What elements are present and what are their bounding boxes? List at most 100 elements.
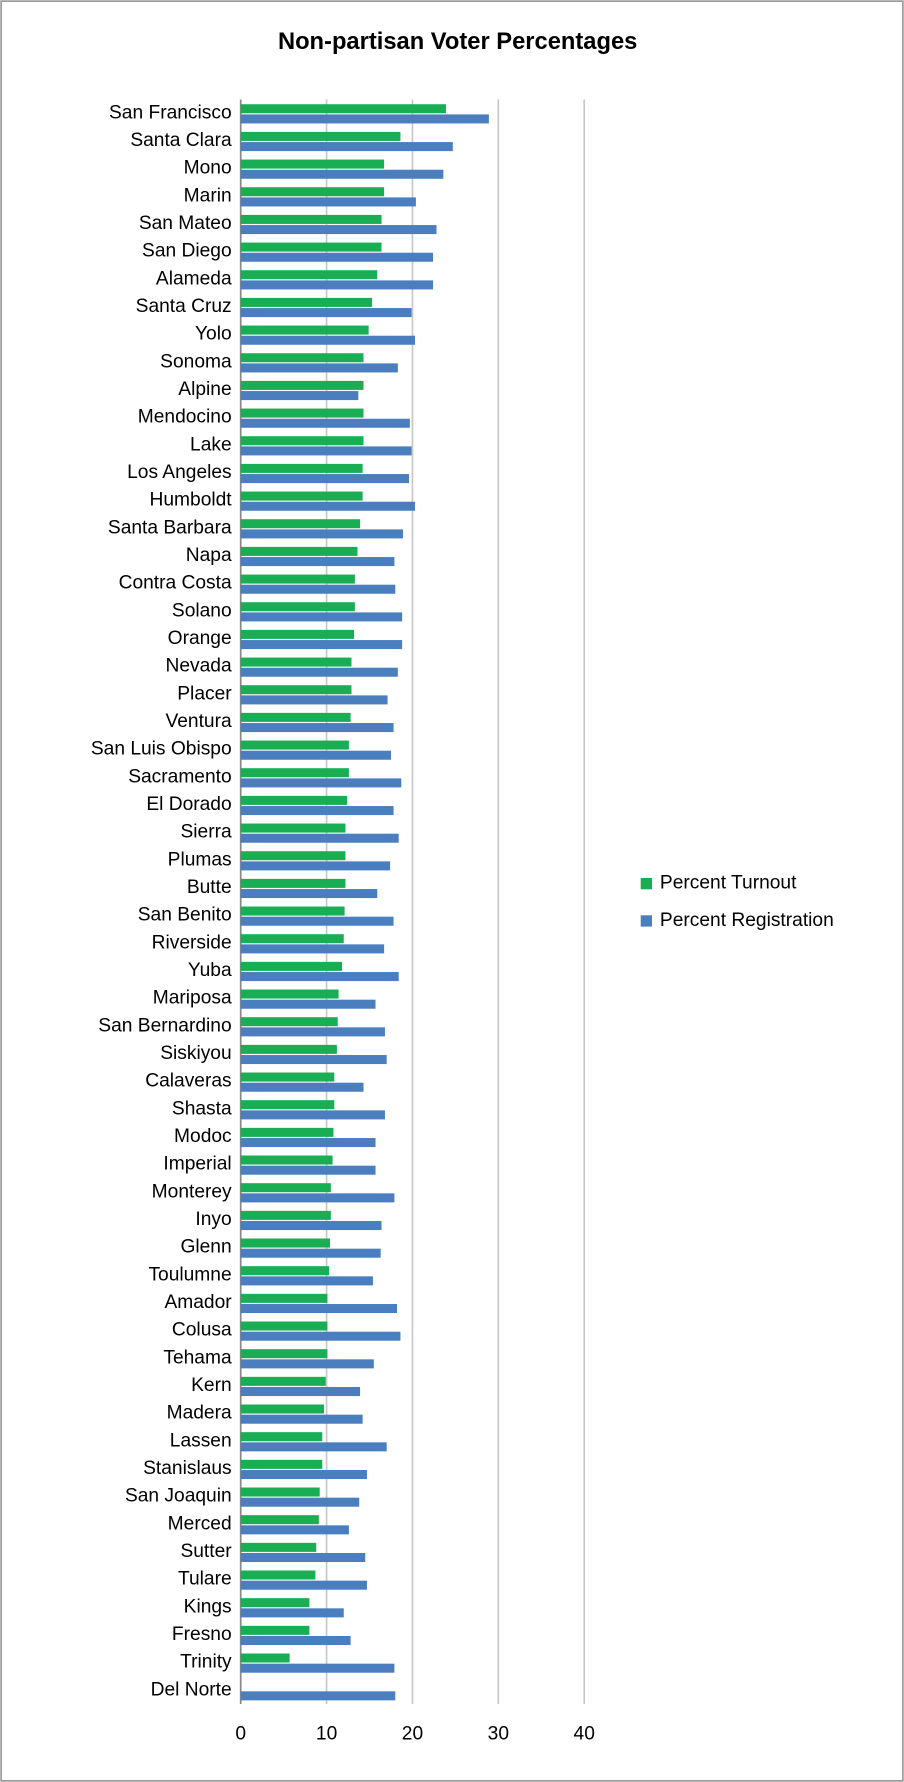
bar xyxy=(240,1414,363,1424)
y-tick-label: San Mateo xyxy=(139,213,232,234)
x-tick-label: 10 xyxy=(316,1724,337,1745)
y-tick-label: Santa Clara xyxy=(130,130,232,151)
bar xyxy=(240,1359,374,1369)
bar xyxy=(240,1691,396,1701)
bar xyxy=(240,1017,338,1027)
bar xyxy=(240,1276,373,1286)
bar xyxy=(240,131,401,141)
bar xyxy=(240,889,378,899)
bar xyxy=(240,353,364,363)
y-tick-label: Inyo xyxy=(195,1209,231,1230)
bar xyxy=(240,491,363,501)
bar xyxy=(240,1432,323,1442)
y-tick-label: Humboldt xyxy=(150,490,233,511)
y-tick-label: Calaveras xyxy=(145,1071,231,1092)
y-tick-label: Placer xyxy=(177,683,232,704)
bar xyxy=(240,878,346,888)
y-tick-label: Trinity xyxy=(180,1652,232,1673)
bar xyxy=(240,584,396,594)
y-tick-label: Napa xyxy=(186,545,232,566)
bar xyxy=(240,408,364,418)
bar xyxy=(240,833,399,843)
x-tick-label: 30 xyxy=(488,1724,509,1745)
y-tick-label: Lassen xyxy=(170,1430,232,1451)
bar xyxy=(240,1238,331,1248)
x-tick-label: 0 xyxy=(235,1724,246,1745)
bar xyxy=(240,778,402,788)
bar xyxy=(240,1082,364,1092)
y-tick-label: Yolo xyxy=(195,324,232,345)
y-tick-label: Madera xyxy=(167,1403,232,1424)
bar xyxy=(240,297,373,307)
y-tick-label: Solano xyxy=(172,600,232,621)
bar xyxy=(240,944,385,954)
y-tick-label: Stanislaus xyxy=(143,1458,232,1479)
bar xyxy=(240,197,416,207)
bar xyxy=(240,1459,323,1469)
y-tick-label: Los Angeles xyxy=(127,462,232,483)
bar xyxy=(240,1470,367,1480)
bar xyxy=(240,723,394,733)
legend-swatch xyxy=(640,915,653,927)
bar xyxy=(240,270,378,280)
bar xyxy=(240,1635,351,1646)
legend-swatch xyxy=(640,878,653,890)
bar xyxy=(240,750,391,760)
bar xyxy=(240,474,410,484)
bar xyxy=(240,1598,310,1608)
bar xyxy=(240,1210,331,1220)
bar xyxy=(240,1293,328,1303)
bar xyxy=(240,667,398,677)
bar xyxy=(240,1110,385,1120)
bar xyxy=(240,214,382,224)
bar xyxy=(240,280,434,290)
y-tick-label: Mendocino xyxy=(138,407,232,428)
bar xyxy=(240,1442,387,1452)
y-tick-label: Sacramento xyxy=(128,766,231,787)
bar xyxy=(240,1266,330,1276)
bar xyxy=(240,187,385,197)
bar xyxy=(240,1248,381,1258)
bar xyxy=(240,1055,387,1065)
y-tick-label: Fresno xyxy=(172,1624,232,1645)
y-tick-label: Lake xyxy=(190,434,232,455)
bar xyxy=(240,685,352,695)
y-tick-label: Plumas xyxy=(168,849,232,870)
y-tick-label: Imperial xyxy=(163,1154,231,1175)
bar xyxy=(240,1304,397,1314)
y-tick-label: Glenn xyxy=(180,1237,231,1258)
y-tick-label: Butte xyxy=(187,877,232,898)
y-tick-label: Modoc xyxy=(174,1126,232,1147)
y-tick-label: Amador xyxy=(164,1292,232,1313)
bar xyxy=(240,104,446,114)
bar xyxy=(240,768,349,778)
y-tick-label: Ventura xyxy=(165,711,231,732)
bar xyxy=(240,1580,367,1590)
bar xyxy=(240,1625,310,1635)
y-tick-label: Toulumne xyxy=(148,1264,231,1285)
bar xyxy=(240,1525,349,1535)
bar xyxy=(240,546,358,556)
bar xyxy=(240,142,453,152)
bar xyxy=(240,1165,376,1175)
y-tick-label: Marin xyxy=(184,185,232,206)
bar xyxy=(240,1072,335,1082)
bar xyxy=(240,612,403,622)
y-tick-label: Kern xyxy=(191,1375,232,1396)
bar xyxy=(240,1321,328,1331)
x-tick-label: 40 xyxy=(574,1724,595,1745)
y-tick-label: Tehama xyxy=(163,1347,232,1368)
bar xyxy=(240,463,363,473)
y-tick-label: Santa Cruz xyxy=(136,296,232,317)
y-tick-label: San Benito xyxy=(138,905,232,926)
bar xyxy=(240,159,385,169)
bar xyxy=(240,906,345,916)
y-tick-label: Kings xyxy=(184,1596,232,1617)
bar xyxy=(240,519,361,529)
y-tick-label: Mariposa xyxy=(153,988,232,1009)
bar xyxy=(240,1349,328,1359)
y-tick-label: Contra Costa xyxy=(119,573,232,594)
legend-label: Percent Registration xyxy=(660,910,834,931)
bar xyxy=(240,252,434,262)
